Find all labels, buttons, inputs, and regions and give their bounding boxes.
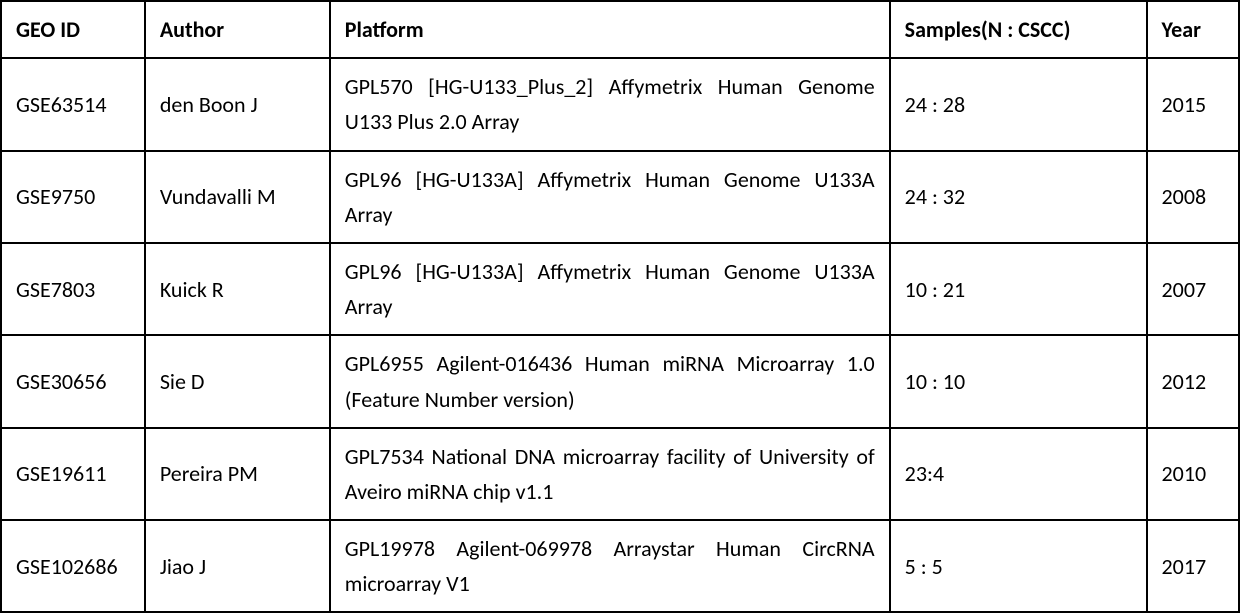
cell-geo-id: GSE9750 [1, 151, 145, 243]
cell-samples: 24 : 28 [890, 58, 1147, 150]
header-geo-id: GEO ID [1, 1, 145, 58]
table-row: GSE19611 Pereira PM GPL7534 National DNA… [1, 428, 1239, 520]
cell-author: Kuick R [145, 243, 330, 335]
header-author: Author [145, 1, 330, 58]
cell-samples: 10 : 10 [890, 335, 1147, 427]
header-platform: Platform [330, 1, 890, 58]
cell-platform: GPL7534 National DNA microarray facility… [330, 428, 890, 520]
table-row: GSE7803 Kuick R GPL96 [HG-U133A] Affymet… [1, 243, 1239, 335]
cell-samples: 5 : 5 [890, 520, 1147, 612]
cell-year: 2017 [1147, 520, 1239, 612]
cell-geo-id: GSE30656 [1, 335, 145, 427]
cell-author: Pereira PM [145, 428, 330, 520]
table-row: GSE9750 Vundavalli M GPL96 [HG-U133A] Af… [1, 151, 1239, 243]
cell-platform: GPL96 [HG-U133A] Affymetrix Human Genome… [330, 151, 890, 243]
cell-author: Sie D [145, 335, 330, 427]
cell-samples: 10 : 21 [890, 243, 1147, 335]
cell-samples: 24 : 32 [890, 151, 1147, 243]
geo-datasets-table: GEO ID Author Platform Samples(N : CSCC)… [0, 0, 1240, 613]
table-row: GSE30656 Sie D GPL6955 Agilent-016436 Hu… [1, 335, 1239, 427]
cell-author: Vundavalli M [145, 151, 330, 243]
cell-year: 2012 [1147, 335, 1239, 427]
cell-platform: GPL570 [HG-U133_Plus_2] Affymetrix Human… [330, 58, 890, 150]
cell-geo-id: GSE19611 [1, 428, 145, 520]
table-row: GSE63514 den Boon J GPL570 [HG-U133_Plus… [1, 58, 1239, 150]
table-header-row: GEO ID Author Platform Samples(N : CSCC)… [1, 1, 1239, 58]
cell-platform: GPL96 [HG-U133A] Affymetrix Human Genome… [330, 243, 890, 335]
cell-platform: GPL6955 Agilent-016436 Human miRNA Micro… [330, 335, 890, 427]
cell-samples: 23:4 [890, 428, 1147, 520]
cell-author: den Boon J [145, 58, 330, 150]
cell-geo-id: GSE102686 [1, 520, 145, 612]
table-row: GSE102686 Jiao J GPL19978 Agilent-069978… [1, 520, 1239, 612]
cell-author: Jiao J [145, 520, 330, 612]
cell-year: 2008 [1147, 151, 1239, 243]
header-year: Year [1147, 1, 1239, 58]
cell-year: 2015 [1147, 58, 1239, 150]
cell-geo-id: GSE7803 [1, 243, 145, 335]
header-samples: Samples(N : CSCC) [890, 1, 1147, 58]
cell-geo-id: GSE63514 [1, 58, 145, 150]
cell-platform: GPL19978 Agilent-069978 Arraystar Human … [330, 520, 890, 612]
cell-year: 2007 [1147, 243, 1239, 335]
cell-year: 2010 [1147, 428, 1239, 520]
